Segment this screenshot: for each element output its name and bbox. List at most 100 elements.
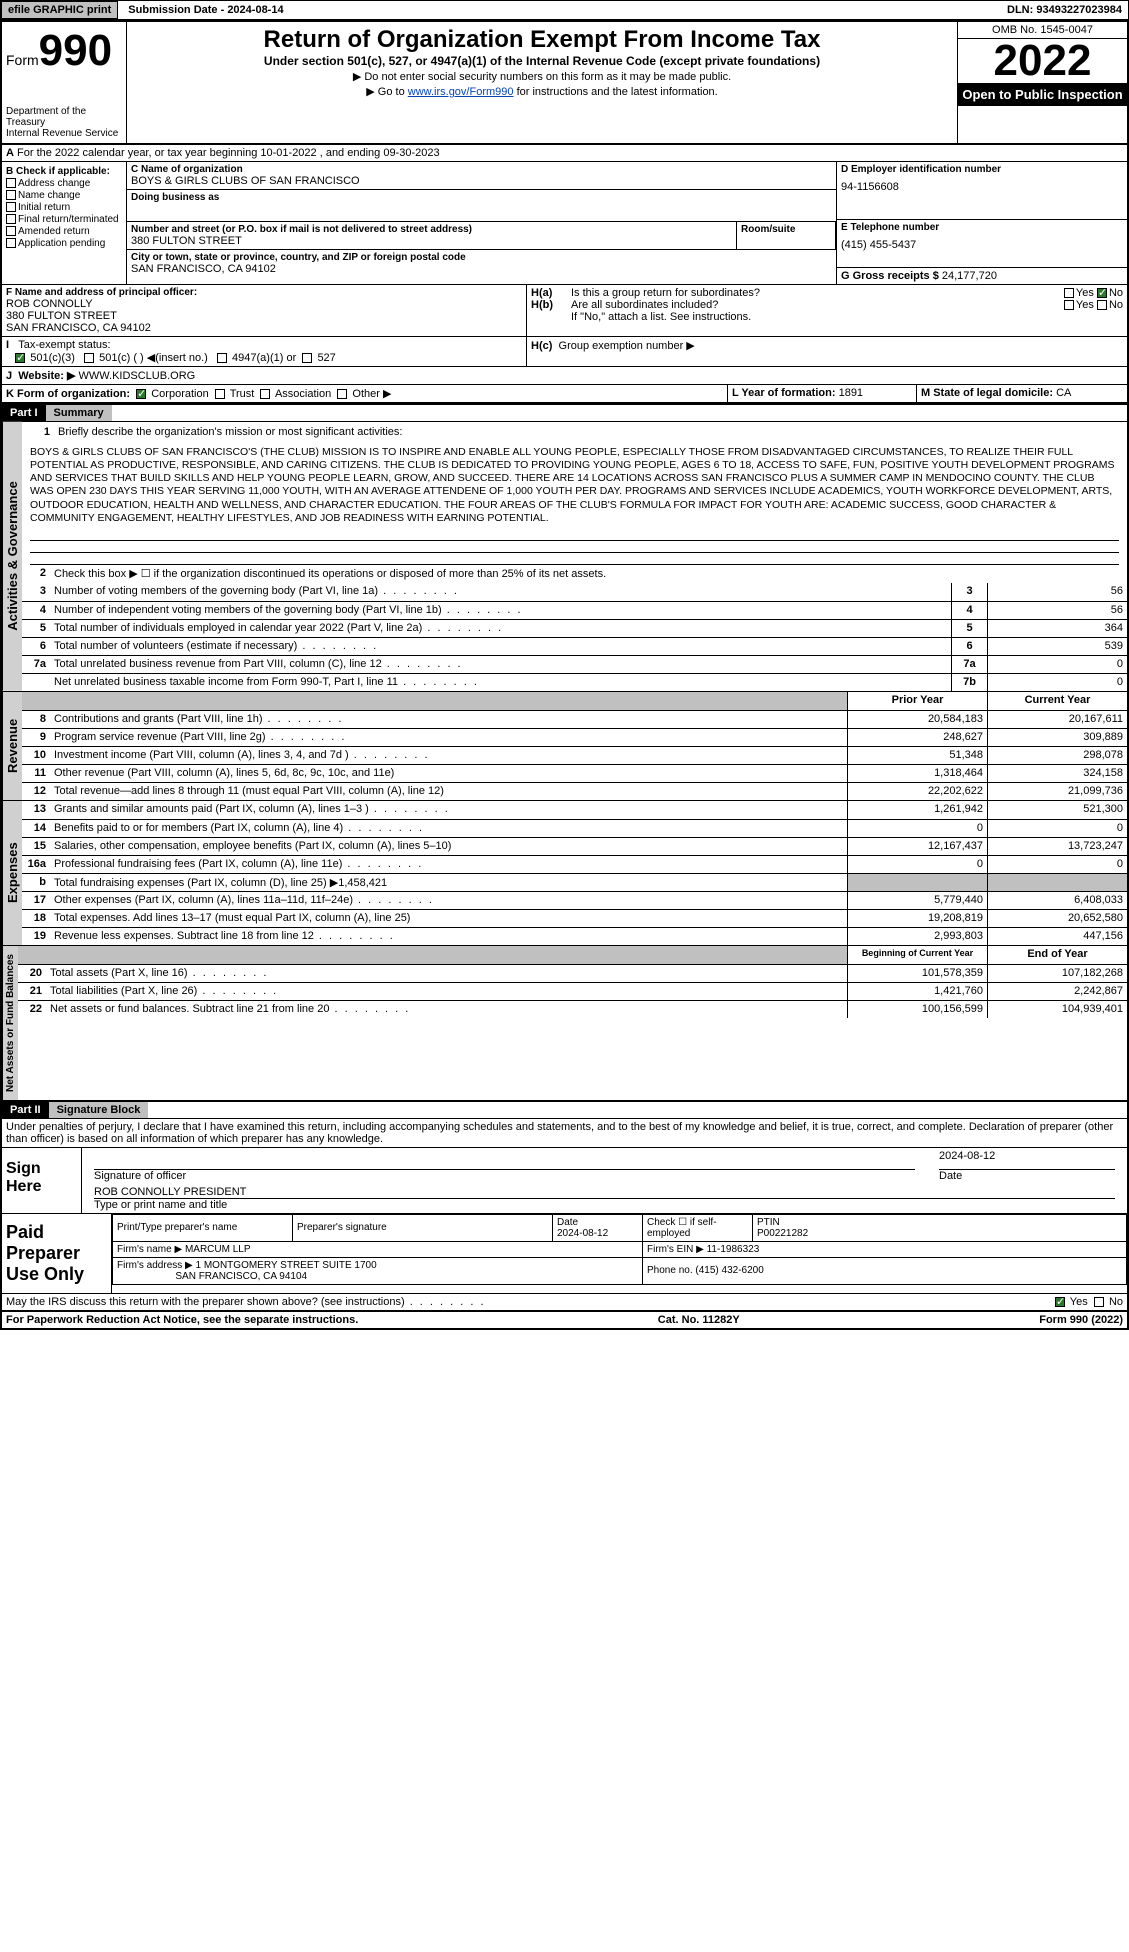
l17-text: Other expenses (Part IX, column (A), lin…	[52, 892, 847, 909]
l3-text: Number of voting members of the governin…	[52, 583, 951, 601]
l21-prior: 1,421,760	[847, 983, 987, 1000]
hc-text: Group exemption number ▶	[559, 340, 695, 352]
part1-bar: Part I	[2, 405, 46, 421]
sign-here-label: Sign Here	[2, 1148, 82, 1213]
i-4947[interactable]: 4947(a)(1) or	[232, 352, 296, 364]
city-value: SAN FRANCISCO, CA 94102	[131, 263, 832, 275]
chk-initial[interactable]: Initial return	[18, 202, 70, 213]
l21-curr: 2,242,867	[987, 983, 1127, 1000]
l4-val: 56	[987, 602, 1127, 619]
part2-title: Signature Block	[49, 1102, 149, 1118]
i-501c3[interactable]: 501(c)(3)	[30, 352, 75, 364]
g-label: G Gross receipts $	[841, 270, 939, 282]
line-a-text: For the 2022 calendar year, or tax year …	[17, 147, 440, 159]
l7b-val: 0	[987, 674, 1127, 691]
i-label: Tax-exempt status:	[18, 339, 110, 351]
i-501c[interactable]: 501(c) ( ) ◀(insert no.)	[99, 352, 208, 364]
l19-prior: 2,993,803	[847, 928, 987, 945]
top-toolbar: efile GRAPHIC print Submission Date - 20…	[0, 0, 1129, 20]
paperwork-notice: For Paperwork Reduction Act Notice, see …	[6, 1314, 358, 1326]
irs-link[interactable]: www.irs.gov/Form990	[408, 86, 514, 98]
dln: DLN: 93493227023984	[1001, 2, 1128, 18]
l16a-prior: 0	[847, 856, 987, 873]
form-label-block: Form990 Department of the Treasury Inter…	[2, 22, 127, 143]
type-name-label: Type or print name and title	[94, 1199, 1115, 1211]
discuss-no[interactable]: No	[1109, 1296, 1123, 1308]
k-trust[interactable]: Trust	[230, 388, 255, 400]
l14-prior: 0	[847, 820, 987, 837]
discuss-yes[interactable]: Yes	[1070, 1296, 1088, 1308]
room-label: Room/suite	[741, 224, 831, 235]
self-emp-hdr: Check ☐ if self-employed	[643, 1214, 753, 1241]
l7b-text: Net unrelated business taxable income fr…	[52, 674, 951, 691]
discuss-text: May the IRS discuss this return with the…	[6, 1296, 1055, 1308]
l20-curr: 107,182,268	[987, 965, 1127, 982]
i-527[interactable]: 527	[317, 352, 335, 364]
sig-officer-label: Signature of officer	[94, 1170, 915, 1182]
firm-addr1: 1 MONTGOMERY STREET SUITE 1700	[196, 1260, 377, 1271]
l11-text: Other revenue (Part VIII, column (A), li…	[52, 765, 847, 782]
firm-ein-label: Firm's EIN ▶	[647, 1244, 704, 1255]
prep-date-val: 2024-08-12	[557, 1228, 608, 1239]
efile-print-button[interactable]: efile GRAPHIC print	[1, 1, 118, 19]
l10-curr: 298,078	[987, 747, 1127, 764]
dba-label: Doing business as	[131, 192, 832, 203]
hb-text: Are all subordinates included?	[571, 299, 1064, 311]
chk-address[interactable]: Address change	[18, 178, 90, 189]
ha-yes[interactable]: Yes	[1076, 287, 1094, 299]
ha-no[interactable]: No	[1109, 287, 1123, 299]
l6-text: Total number of volunteers (estimate if …	[52, 638, 951, 655]
eoy-hdr: End of Year	[987, 946, 1127, 964]
k-assoc[interactable]: Association	[275, 388, 331, 400]
street-value: 380 FULTON STREET	[131, 235, 732, 247]
hb-yes[interactable]: Yes	[1076, 299, 1094, 311]
sig-date-label: Date	[939, 1170, 1115, 1182]
l-label: L Year of formation:	[732, 387, 836, 399]
l8-prior: 20,584,183	[847, 711, 987, 728]
d-label: D Employer identification number	[841, 164, 1123, 175]
k-corp[interactable]: Corporation	[151, 388, 208, 400]
l7a-val: 0	[987, 656, 1127, 673]
c-label: C Name of organization	[131, 164, 832, 175]
firm-name-label: Firm's name ▶	[117, 1244, 182, 1255]
cat-no: Cat. No. 11282Y	[658, 1314, 740, 1326]
prep-name-hdr: Print/Type preparer's name	[113, 1214, 293, 1241]
org-name: BOYS & GIRLS CLUBS OF SAN FRANCISCO	[131, 175, 832, 187]
hb-no[interactable]: No	[1109, 299, 1123, 311]
l17-curr: 6,408,033	[987, 892, 1127, 909]
m-label: M State of legal domicile:	[921, 387, 1053, 399]
l9-curr: 309,889	[987, 729, 1127, 746]
l14-text: Benefits paid to or for members (Part IX…	[52, 820, 847, 837]
l20-text: Total assets (Part X, line 16)	[48, 965, 847, 982]
k-other[interactable]: Other ▶	[352, 388, 391, 400]
chk-amended[interactable]: Amended return	[18, 226, 90, 237]
ptin-hdr: PTIN	[757, 1217, 780, 1228]
l18-curr: 20,652,580	[987, 910, 1127, 927]
l9-prior: 248,627	[847, 729, 987, 746]
l22-text: Net assets or fund balances. Subtract li…	[48, 1001, 847, 1018]
form-footer: Form 990 (2022)	[1039, 1314, 1123, 1326]
l8-curr: 20,167,611	[987, 711, 1127, 728]
firm-phone-label: Phone no.	[647, 1265, 693, 1276]
l15-curr: 13,723,247	[987, 838, 1127, 855]
sig-date-val: 2024-08-12	[939, 1150, 1115, 1170]
firm-addr2: SAN FRANCISCO, CA 94104	[175, 1271, 307, 1282]
prep-date-hdr: Date	[557, 1217, 578, 1228]
city-label: City or town, state or province, country…	[131, 252, 832, 263]
penalty-text: Under penalties of perjury, I declare th…	[2, 1119, 1127, 1147]
prep-sig-hdr: Preparer's signature	[293, 1214, 553, 1241]
chk-final[interactable]: Final return/terminated	[18, 214, 119, 225]
l19-curr: 447,156	[987, 928, 1127, 945]
gross-receipts: 24,177,720	[942, 270, 997, 282]
officer-printed: ROB CONNOLLY PRESIDENT	[94, 1186, 1115, 1199]
e-label: E Telephone number	[841, 222, 1123, 233]
chk-pending[interactable]: Application pending	[18, 238, 105, 249]
l20-prior: 101,578,359	[847, 965, 987, 982]
irs-label: Internal Revenue Service	[6, 128, 122, 139]
chk-name[interactable]: Name change	[18, 190, 80, 201]
b-label: B Check if applicable:	[6, 166, 122, 177]
l21-text: Total liabilities (Part X, line 26)	[48, 983, 847, 1000]
l19-text: Revenue less expenses. Subtract line 18 …	[52, 928, 847, 945]
tab-expenses: Expenses	[2, 801, 22, 945]
officer-city: SAN FRANCISCO, CA 94102	[6, 322, 522, 334]
